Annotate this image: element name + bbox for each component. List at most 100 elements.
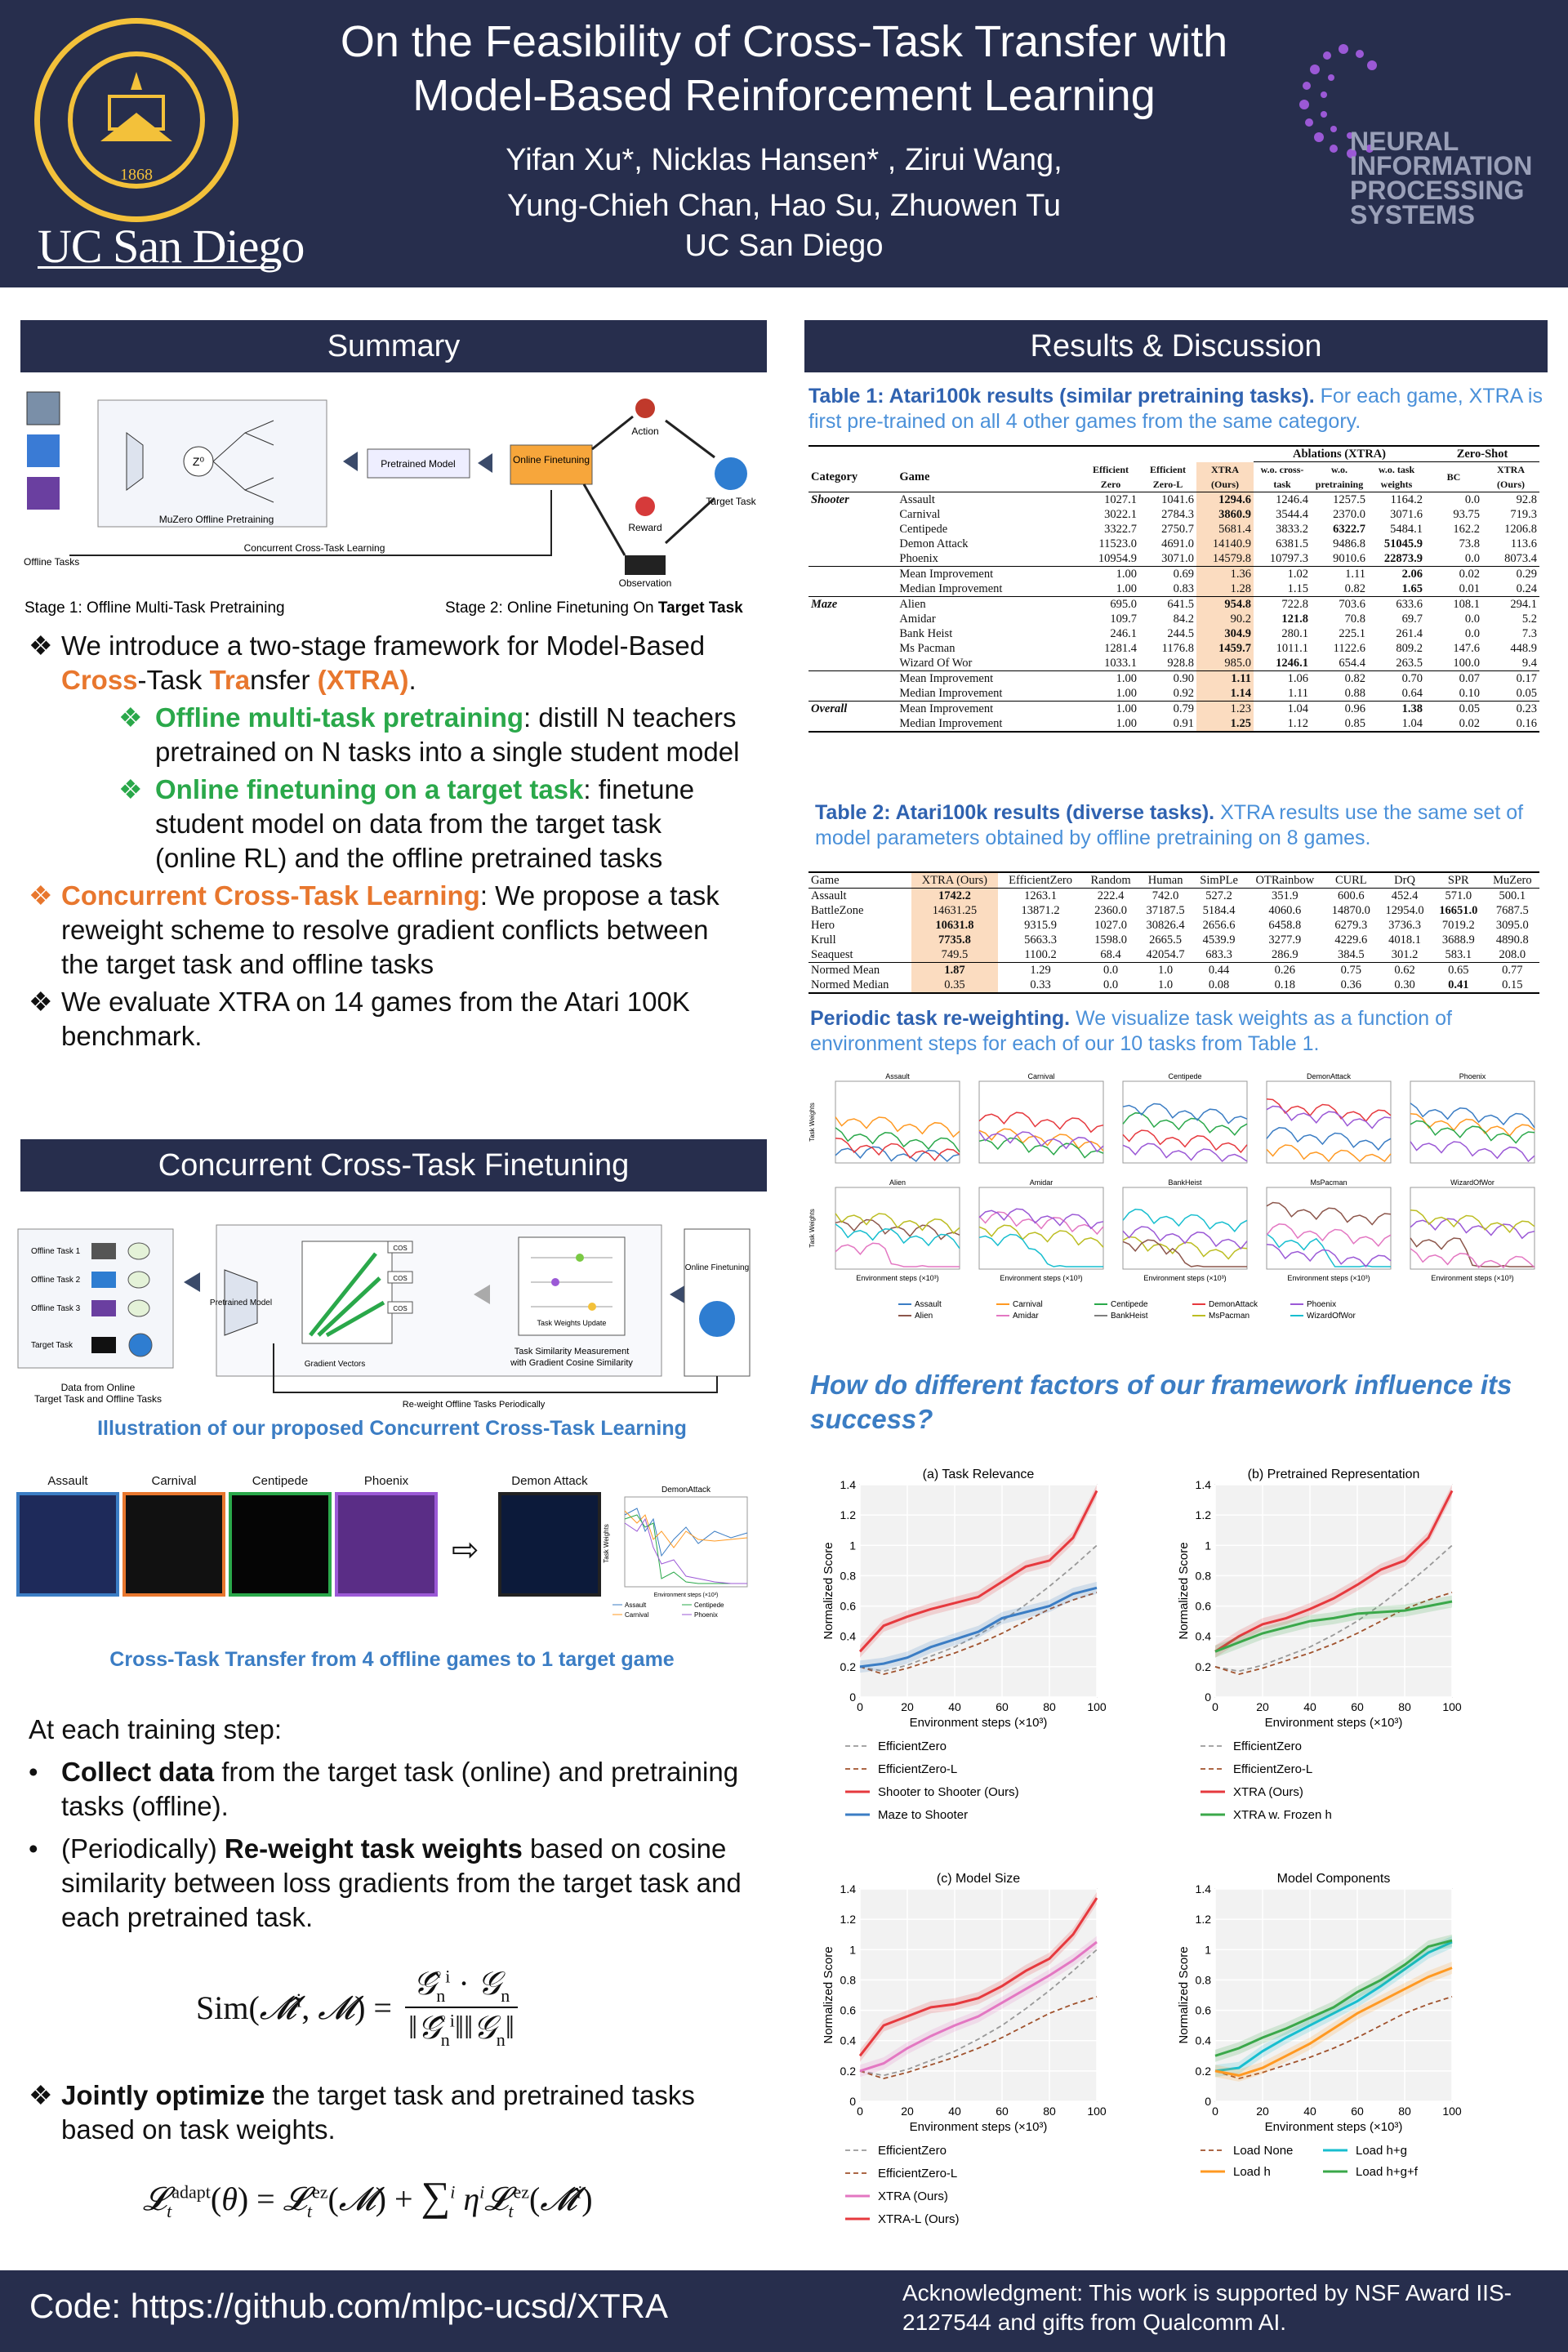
fig-pretrained-model: Pretrained Model [381, 458, 455, 470]
t1-cell: 1257.5 [1333, 493, 1365, 506]
t1-summary-cell: 0.02 [1459, 568, 1480, 581]
y-axis-label: Normalized Score [1177, 1946, 1191, 2043]
t2-cell: 1.0 [1158, 964, 1174, 977]
neurips-word-4: SYSTEMS [1350, 200, 1475, 229]
x-tick-label: 0 [857, 2105, 863, 2118]
t1-summary-cell: 0.91 [1173, 717, 1194, 730]
t2-cell: 6279.3 [1334, 919, 1368, 932]
t1-summary-cell: 0.79 [1173, 702, 1194, 715]
acknowledgment: Acknowledgment: This work is supported b… [902, 2280, 1512, 2335]
t1-category: Overall [811, 702, 848, 715]
chart-task-relevance: (a) Task Relevance 0 0.2 0.4 0.6 0.8 1 1.2 1.4 0 2… [822, 1468, 1107, 1822]
t1-summary-cell: Mean Improvement [899, 702, 994, 715]
t1-cell: 2784.3 [1161, 508, 1194, 521]
table-row: Median Improvement 1.00 0.83 1.28 1.15 0.82 1.… [808, 581, 1539, 597]
cf-target: Target Task [31, 1341, 74, 1350]
t1-cell: 695.0 [1110, 598, 1137, 611]
t1-summary-cell: 1.65 [1401, 582, 1423, 595]
task-weight-line [978, 1131, 1104, 1153]
x-tick-label: 0 [1212, 2105, 1218, 2118]
fig-reward: Reward [628, 522, 662, 533]
summary-bullet-1b: ❖ Online finetuning on a target task: fi… [118, 773, 747, 875]
legend-label: EfficientZero [878, 1740, 947, 1753]
plot-area [859, 1484, 1098, 1698]
y-tick-label: 1.4 [1196, 1882, 1212, 1895]
t2-cell: 37187.5 [1146, 904, 1185, 917]
t2-cell: 1027.0 [1094, 919, 1128, 932]
task-weight-line [978, 1128, 1104, 1152]
series-line [859, 1586, 1098, 1668]
legend-label: Load h [1233, 2165, 1271, 2179]
t1-category [808, 656, 897, 671]
table-row: Hero 10631.8 9315.9 1027.0 30826.4 2656.6 6458… [808, 918, 1539, 933]
t2-cell: 0.08 [1208, 978, 1230, 991]
neurips-swirl-icon [1299, 44, 1377, 158]
diamond-icon: ❖ [29, 2080, 53, 2110]
periodic-caption: Periodic task re-weighting. We visualize… [810, 1006, 1537, 1057]
t1-summary-cell: 0.05 [1516, 687, 1537, 700]
mini-leg-1: Carnival [625, 1611, 649, 1619]
t1-cell: 954.8 [1196, 596, 1254, 612]
t1-summary-cell: Mean Improvement [899, 568, 994, 581]
fig-online-ft-a: Online Finetuning [513, 454, 590, 466]
code-link[interactable]: Code: https://github.com/mlpc-ucsd/XTRA [29, 2287, 668, 2325]
t1-summary-cell: Median Improvement [899, 717, 1003, 730]
t1-summary-cell: 0.85 [1344, 717, 1365, 730]
ucsd-wordmark: UC San Diego [38, 220, 305, 273]
t1-cell: 108.1 [1453, 598, 1480, 611]
t1-cell: 4691.0 [1161, 537, 1194, 550]
t1-zeroshot-head: Zero-Shot [1425, 446, 1539, 462]
task-weight-line [1410, 1141, 1535, 1163]
t2-cell: 0.0 [1103, 978, 1119, 991]
task-weight-line [1122, 1111, 1248, 1136]
t1-cell: Assault [899, 493, 935, 506]
t1-cell: 1176.8 [1161, 642, 1194, 655]
t1-cell: 1027.1 [1104, 493, 1137, 506]
tw-xlabel: Environment steps (×10³) [1143, 1274, 1226, 1282]
b2-text: : We propose a task reweight scheme to r… [61, 880, 719, 979]
task-weight-line [1410, 1248, 1535, 1269]
diamond-icon: ❖ [29, 630, 53, 661]
table-row: Median Improvement 1.00 0.91 1.25 1.12 0.85 1.… [808, 716, 1539, 732]
y-tick-label: 1.4 [840, 1882, 857, 1895]
summary-framework-figure: Offline Tasks Z⁰ MuZero Offline Pretrain… [24, 391, 757, 617]
t1-cell: 147.6 [1453, 642, 1480, 655]
j-bold: Jointly optimize [61, 2080, 265, 2110]
b1-end: . [408, 665, 416, 695]
panel-title: MsPacman [1310, 1178, 1347, 1187]
t1-cell: 0.0 [1464, 493, 1480, 506]
t2-cell: BattleZone [811, 904, 864, 917]
cf-online-ft: Online Finetuning [685, 1263, 749, 1272]
t1-cell: 0.0 [1464, 612, 1480, 626]
t1-summary-cell: 1.04 [1401, 717, 1423, 730]
t1-summary-cell: 2.06 [1401, 568, 1423, 581]
cf-offline2: Offline Task 2 [31, 1276, 81, 1285]
t2-cell: 3736.3 [1388, 919, 1421, 932]
x-tick-label: 100 [1442, 1700, 1462, 1713]
t1-summary-cell: 0.69 [1173, 568, 1194, 581]
y-tick-label: 0.8 [840, 1569, 857, 1582]
t2-cell: 4539.9 [1202, 933, 1236, 947]
x-tick-label: 100 [1087, 2105, 1107, 2118]
plot-area [859, 1888, 1098, 2102]
t1-col-header: w.o. pretraining [1315, 464, 1364, 490]
t1-category [808, 551, 897, 567]
t2-cell: 7735.8 [911, 933, 999, 947]
title-line-2: Model-Based Reinforcement Learning [412, 71, 1156, 120]
legend-label: Load h+g+f [1356, 2165, 1419, 2179]
summary-bullets: ❖ We introduce a two-stage framework for… [29, 629, 747, 1054]
t2-col-header: Random [1090, 874, 1131, 887]
t1-cell: 84.2 [1173, 612, 1194, 626]
cf-data-from: Data from Online [61, 1382, 136, 1393]
summary-bullet-1: ❖ We introduce a two-stage framework for… [29, 629, 747, 697]
fig-muzero: MuZero Offline Pretraining [159, 514, 274, 525]
y-tick-label: 1.4 [1196, 1478, 1212, 1491]
t2-cell: 7019.2 [1441, 919, 1475, 932]
y-tick-label: 0.6 [1196, 2004, 1212, 2017]
t2-cell: 4890.8 [1495, 933, 1529, 947]
t1-category [808, 686, 897, 702]
chart-title: Model Components [1277, 1872, 1391, 1886]
t1-cell: 8073.4 [1504, 552, 1537, 565]
t1-summary-cell: 0.82 [1344, 672, 1365, 685]
task-weight-line [835, 1138, 960, 1161]
